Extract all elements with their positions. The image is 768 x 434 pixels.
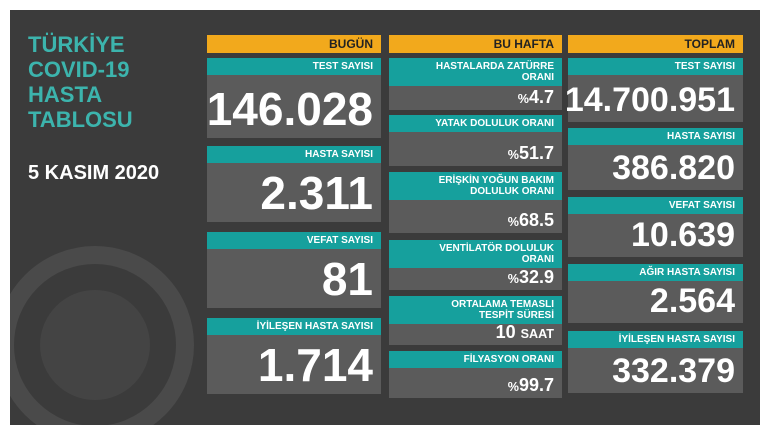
value-number: 332.379: [612, 352, 735, 390]
stat-label: İYİLEŞEN HASTA SAYISI: [207, 318, 381, 335]
value-prefix: %: [507, 215, 519, 229]
stat-card: TEST SAYISI 14.700.951: [565, 58, 743, 122]
column-header: TOPLAM: [568, 35, 743, 53]
stat-card: VENTİLATÖR DOLULUK ORANI %32.9: [389, 240, 562, 290]
stat-card: HASTA SAYISI 2.311: [207, 146, 381, 222]
value-number: 2.564: [649, 282, 735, 320]
stat-label: VEFAT SAYISI: [568, 197, 743, 214]
stat-value: 14.700.951: [565, 81, 735, 120]
column-header: BU HAFTA: [389, 35, 562, 53]
title-line: TÜRKİYE: [28, 32, 125, 57]
title-line: TABLOSU: [28, 107, 133, 132]
value-number: 146.028: [206, 83, 373, 135]
stat-label: ERİŞKİN YOĞUN BAKIM DOLULUK ORANI: [389, 172, 562, 200]
stat-value: %99.7: [508, 375, 554, 396]
stat-card: AĞIR HASTA SAYISI 2.564: [568, 264, 743, 323]
stat-label: TEST SAYISI: [207, 58, 381, 75]
title-line: COVID-19: [28, 57, 130, 82]
value-number: 51.7: [518, 143, 554, 163]
stat-label: HASTA SAYISI: [568, 128, 743, 145]
date: 5 KASIM 2020: [28, 162, 160, 184]
stat-value: %68.5: [508, 210, 554, 231]
title-line: HASTA: [28, 82, 103, 107]
stat-value: 146.028: [207, 82, 373, 136]
stat-value: 81: [322, 252, 373, 306]
value-number: 32.9: [518, 267, 554, 287]
stat-card: FİLYASYON ORANI %99.7: [389, 351, 562, 398]
stat-value: %51.7: [508, 143, 554, 164]
value-number: 4.7: [528, 87, 554, 107]
value-number: 10: [495, 322, 516, 342]
stat-label: FİLYASYON ORANI: [389, 351, 562, 368]
emblem: [10, 246, 194, 425]
stat-card: ORTALAMA TEMASLI TESPİT SÜRESİ 10 SAAT: [389, 296, 562, 345]
stat-card: YATAK DOLULUK ORANI %51.7: [389, 115, 562, 166]
value-number: 14.700.951: [564, 81, 735, 119]
stat-card: ERİŞKİN YOĞUN BAKIM DOLULUK ORANI %68.5: [389, 172, 562, 233]
stat-label: VENTİLATÖR DOLULUK ORANI: [389, 240, 562, 268]
stat-value: 1.714: [258, 338, 373, 392]
value-number: 99.7: [518, 375, 554, 395]
value-number: 68.5: [518, 210, 554, 230]
stat-card: İYİLEŞEN HASTA SAYISI 1.714: [207, 318, 381, 394]
stat-card: VEFAT SAYISI 10.639: [568, 197, 743, 257]
stat-card: HASTA SAYISI 386.820: [568, 128, 743, 190]
stat-label: İYİLEŞEN HASTA SAYISI: [568, 331, 743, 348]
stat-label: ORTALAMA TEMASLI TESPİT SÜRESİ: [389, 296, 562, 324]
value-prefix: %: [507, 380, 519, 394]
value-number: 1.714: [257, 339, 373, 391]
stat-label: HASTA SAYISI: [207, 146, 381, 163]
panel: 5 KASIM 2020 TÜRKİYE COVID-19 HASTA TABLOSU…: [10, 10, 760, 425]
value-prefix: %: [507, 272, 519, 286]
value-number: 10.639: [631, 216, 735, 254]
value-number: 386.820: [612, 149, 735, 187]
stat-label: YATAK DOLULUK ORANI: [389, 115, 562, 132]
stat-label: AĞIR HASTA SAYISI: [568, 264, 743, 281]
stat-value: 10.639: [631, 216, 735, 255]
stat-value: 2.311: [260, 166, 373, 220]
stat-card: VEFAT SAYISI 81: [207, 232, 381, 308]
stat-value: %32.9: [508, 267, 554, 288]
value-prefix: %: [507, 148, 519, 162]
value-number: 2.311: [260, 167, 373, 219]
value-prefix: %: [517, 92, 529, 106]
stat-label: HASTALARDA ZATÜRRE ORANI: [389, 58, 562, 86]
value-unit: SAAT: [520, 327, 554, 341]
value-number: 81: [321, 253, 373, 305]
stat-label: TEST SAYISI: [568, 58, 743, 75]
column-header: BUGÜN: [207, 35, 381, 53]
stat-value: 10 SAAT: [496, 322, 554, 343]
stat-card: TEST SAYISI 146.028: [207, 58, 381, 138]
stat-card: İYİLEŞEN HASTA SAYISI 332.379: [568, 331, 743, 393]
stat-value: 332.379: [612, 352, 735, 391]
stat-value: %4.7: [518, 87, 554, 108]
stat-card: HASTALARDA ZATÜRRE ORANI %4.7: [389, 58, 562, 110]
stat-label: VEFAT SAYISI: [207, 232, 381, 249]
stat-value: 2.564: [650, 282, 735, 321]
stat-value: 386.820: [612, 149, 735, 188]
